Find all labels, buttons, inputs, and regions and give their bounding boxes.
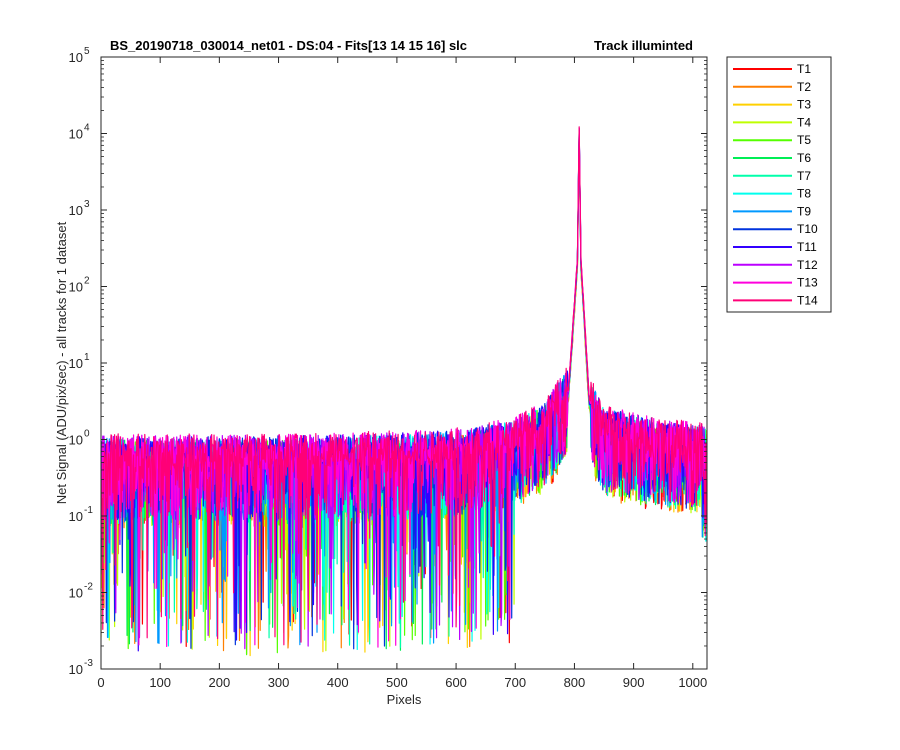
y-tick-base: 10: [69, 586, 83, 601]
x-tick-label: 700: [504, 675, 526, 690]
legend-label: T11: [797, 240, 817, 254]
tick-marks: [100, 56, 707, 670]
legend-label: T10: [797, 222, 818, 236]
y-tick-label: 10: [69, 662, 83, 677]
legend-label: T1: [797, 62, 811, 76]
y-tick-base: 10: [69, 203, 83, 218]
x-tick-label: 1000: [678, 675, 707, 690]
series-layer: [101, 126, 707, 657]
legend-label: T9: [797, 204, 811, 218]
legend-label: T5: [797, 133, 811, 147]
legend-items: T1 T2 T3 T4 T5 T6 T7 T8 T9 T10 T11 T12 T13 T14: [733, 62, 818, 307]
chart-title-right: Track illuminted: [594, 38, 693, 53]
x-tick-label: 0: [97, 675, 104, 690]
y-tick-exponent: 4: [84, 123, 90, 134]
legend-label: T3: [797, 98, 811, 112]
y-tick-exponent: 2: [84, 276, 90, 287]
y-tick-exponent: -1: [84, 505, 93, 516]
x-axis-label: Pixels: [387, 692, 422, 707]
y-tick-label: 10: [69, 356, 83, 371]
x-tick-label: 200: [209, 675, 231, 690]
y-tick-base: 10: [69, 356, 83, 371]
legend-label: T14: [797, 293, 818, 307]
x-tick-label: 900: [623, 675, 645, 690]
x-tick-labels: 0 100 200 300 400 500 600 700 800 900 1000: [97, 675, 707, 690]
y-tick-base: 10: [69, 433, 83, 448]
y-tick-label: 10: [69, 433, 83, 448]
legend-label: T8: [797, 187, 811, 201]
x-tick-label: 500: [386, 675, 408, 690]
plot-area: 0 100 200 300 400 500 600 700 800 900 1000 10 -310-…: [69, 46, 708, 690]
y-tick-base: 10: [69, 509, 83, 524]
y-tick-base: 10: [69, 280, 83, 295]
y-tick-label: 10: [69, 280, 83, 295]
legend-label: T7: [797, 169, 811, 183]
y-axis-label: Net Signal (ADU/pix/sec) - all tracks fo…: [54, 221, 69, 504]
y-tick-label: 10: [69, 203, 83, 218]
y-tick-label: 10: [69, 509, 83, 524]
legend: T1 T2 T3 T4 T5 T6 T7 T8 T9 T10 T11 T12 T13 T14: [726, 56, 832, 313]
y-tick-exponent: -2: [84, 582, 93, 593]
series-line-t14: [101, 126, 707, 646]
legend-label: T2: [797, 80, 811, 94]
y-tick-exponent: 5: [84, 46, 90, 57]
x-tick-label: 600: [445, 675, 467, 690]
legend-label: T4: [797, 115, 811, 129]
x-tick-label: 400: [327, 675, 349, 690]
y-tick-exponent: 3: [84, 199, 90, 210]
y-tick-label: 10: [69, 586, 83, 601]
y-tick-base: 10: [69, 662, 83, 677]
chart-title: BS_20190718_030014_net01 - DS:04 - Fits[…: [110, 38, 467, 53]
y-tick-label: 10: [69, 50, 83, 65]
y-tick-base: 10: [69, 127, 83, 142]
y-tick-base: 10: [69, 50, 83, 65]
legend-label: T13: [797, 276, 818, 290]
x-tick-label: 300: [268, 675, 290, 690]
x-tick-label: 100: [149, 675, 171, 690]
y-tick-exponent: 1: [84, 352, 90, 363]
legend-label: T6: [797, 151, 811, 165]
x-tick-label: 800: [564, 675, 586, 690]
y-tick-exponent: -3: [84, 658, 93, 669]
legend-label: T12: [797, 258, 818, 272]
y-tick-exponent: 0: [84, 429, 90, 440]
legend-box: [726, 56, 832, 313]
y-tick-label: 10: [69, 127, 83, 142]
